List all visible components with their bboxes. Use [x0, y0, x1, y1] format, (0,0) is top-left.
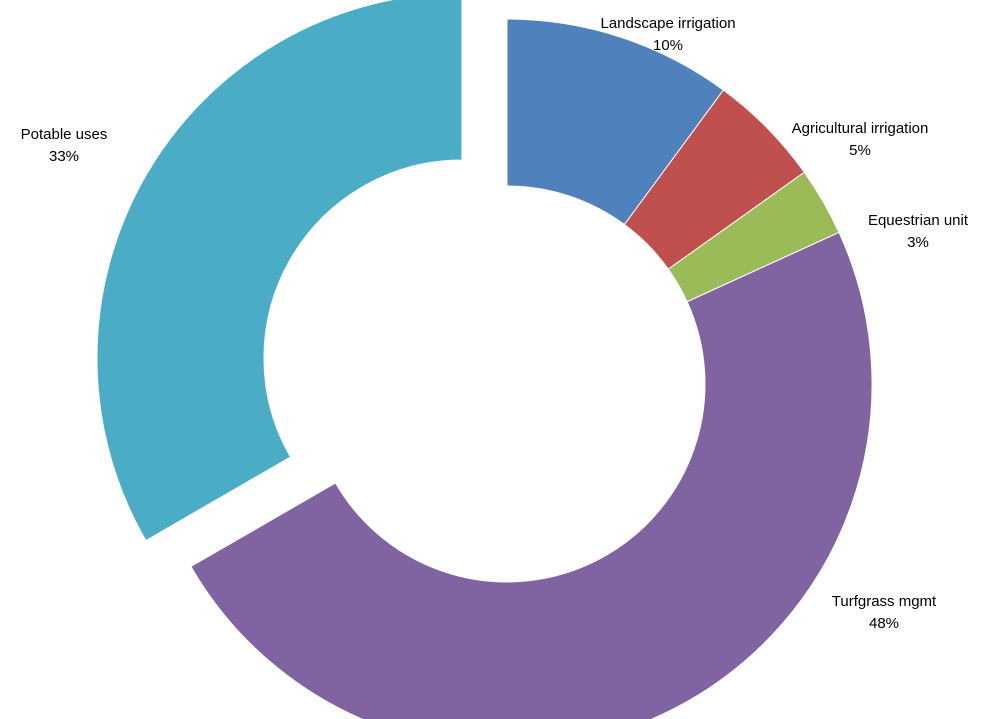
- percentage-label: 5%: [849, 142, 871, 159]
- slice-turfgrass-mgmt: [191, 232, 872, 719]
- percentage-label: 3%: [907, 234, 929, 251]
- label-agricultural-irrigation: Agricultural irrigation 5%: [792, 120, 929, 159]
- label-equestrian-unit: Equestrian unit 3%: [868, 212, 969, 251]
- label-potable-uses: Potable uses 33%: [21, 126, 108, 165]
- label-turfgrass-mgmt: Turfgrass mgmt 48%: [832, 593, 937, 632]
- percentage-label: 10%: [653, 37, 683, 54]
- category-label: Potable uses: [21, 126, 108, 143]
- percentage-label: 48%: [869, 615, 899, 632]
- category-label: Agricultural irrigation: [792, 120, 929, 137]
- percentage-label: 33%: [49, 148, 79, 165]
- category-label: Landscape irrigation: [600, 15, 735, 32]
- slice-potable-uses: [97, 0, 462, 541]
- category-label: Equestrian unit: [868, 212, 969, 229]
- donut-slices: [97, 0, 872, 719]
- category-label: Turfgrass mgmt: [832, 593, 937, 610]
